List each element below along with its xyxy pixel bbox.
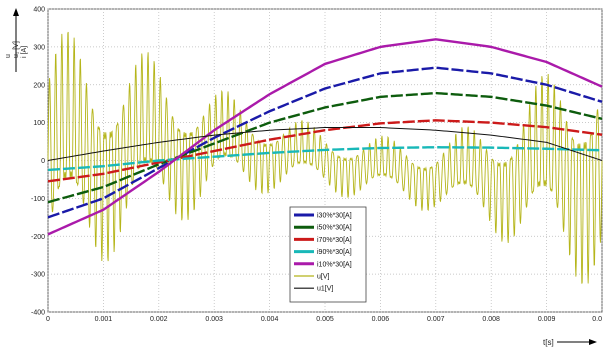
legend-label: i90%*30[A] bbox=[317, 249, 352, 256]
x-axis-arrow-head bbox=[589, 339, 597, 345]
y-axis-label-line-3: i [A] bbox=[21, 46, 28, 58]
x-tick-label: 0.009 bbox=[538, 316, 556, 323]
series-u-line bbox=[47, 31, 603, 284]
legend-label: i10%*30[A] bbox=[317, 261, 352, 268]
x-tick-label: 0.002 bbox=[150, 316, 168, 323]
y-tick-label: 400 bbox=[33, 7, 45, 14]
legend-label: i30%*30[A] bbox=[317, 213, 352, 220]
y-tick-label: -100 bbox=[31, 196, 45, 203]
x-tick-label: 0.008 bbox=[482, 316, 500, 323]
y-tick-label: -300 bbox=[31, 272, 45, 279]
legend-label: i50%*30[A] bbox=[317, 225, 352, 232]
x-tick-label: 0.005 bbox=[316, 316, 334, 323]
y-tick-label: 200 bbox=[33, 82, 45, 89]
y-axis-arrow-head bbox=[13, 8, 19, 16]
legend-box bbox=[289, 206, 367, 303]
x-tick-label: 0.001 bbox=[95, 316, 113, 323]
x-tick-label: 0.006 bbox=[372, 316, 390, 323]
x-tick-label: 0.007 bbox=[427, 316, 445, 323]
legend-label: u1[V] bbox=[317, 286, 333, 293]
legend-label: u[V] bbox=[317, 274, 330, 281]
x-axis-label: t[s] bbox=[543, 338, 554, 347]
y-tick-label: -200 bbox=[31, 234, 45, 241]
series-line-3 bbox=[47, 146, 603, 172]
series-line-1 bbox=[47, 91, 603, 204]
x-tick-label: 0.003 bbox=[205, 316, 223, 323]
legend: i30%*30[A] i50%*30[A] i70%*30[A] i90%*30[A]… bbox=[289, 206, 367, 303]
x-tick-label: 0.004 bbox=[261, 316, 279, 323]
series-line-4 bbox=[47, 38, 603, 236]
y-axis-label-line-1: u bbox=[5, 54, 12, 58]
y-tick-label: 300 bbox=[33, 44, 45, 51]
series-line-6 bbox=[47, 127, 603, 161]
y-tick-label: 0 bbox=[41, 158, 45, 165]
series-line-2 bbox=[47, 119, 603, 183]
y-axis-label-line-2: u₁ [V] bbox=[13, 41, 20, 58]
y-tick-label: 100 bbox=[33, 120, 45, 127]
legend-label: i70%*30[A] bbox=[317, 237, 352, 244]
axes: 0 0.001 0.002 0.003 0.004 0.005 0.006 0.007 0.00… bbox=[31, 7, 602, 324]
y-tick-label: -400 bbox=[31, 310, 45, 317]
x-tick-label: 0.0 bbox=[592, 316, 602, 323]
series-line-0 bbox=[47, 66, 603, 219]
x-tick-label: 0 bbox=[46, 316, 50, 323]
series-layer bbox=[47, 31, 603, 284]
